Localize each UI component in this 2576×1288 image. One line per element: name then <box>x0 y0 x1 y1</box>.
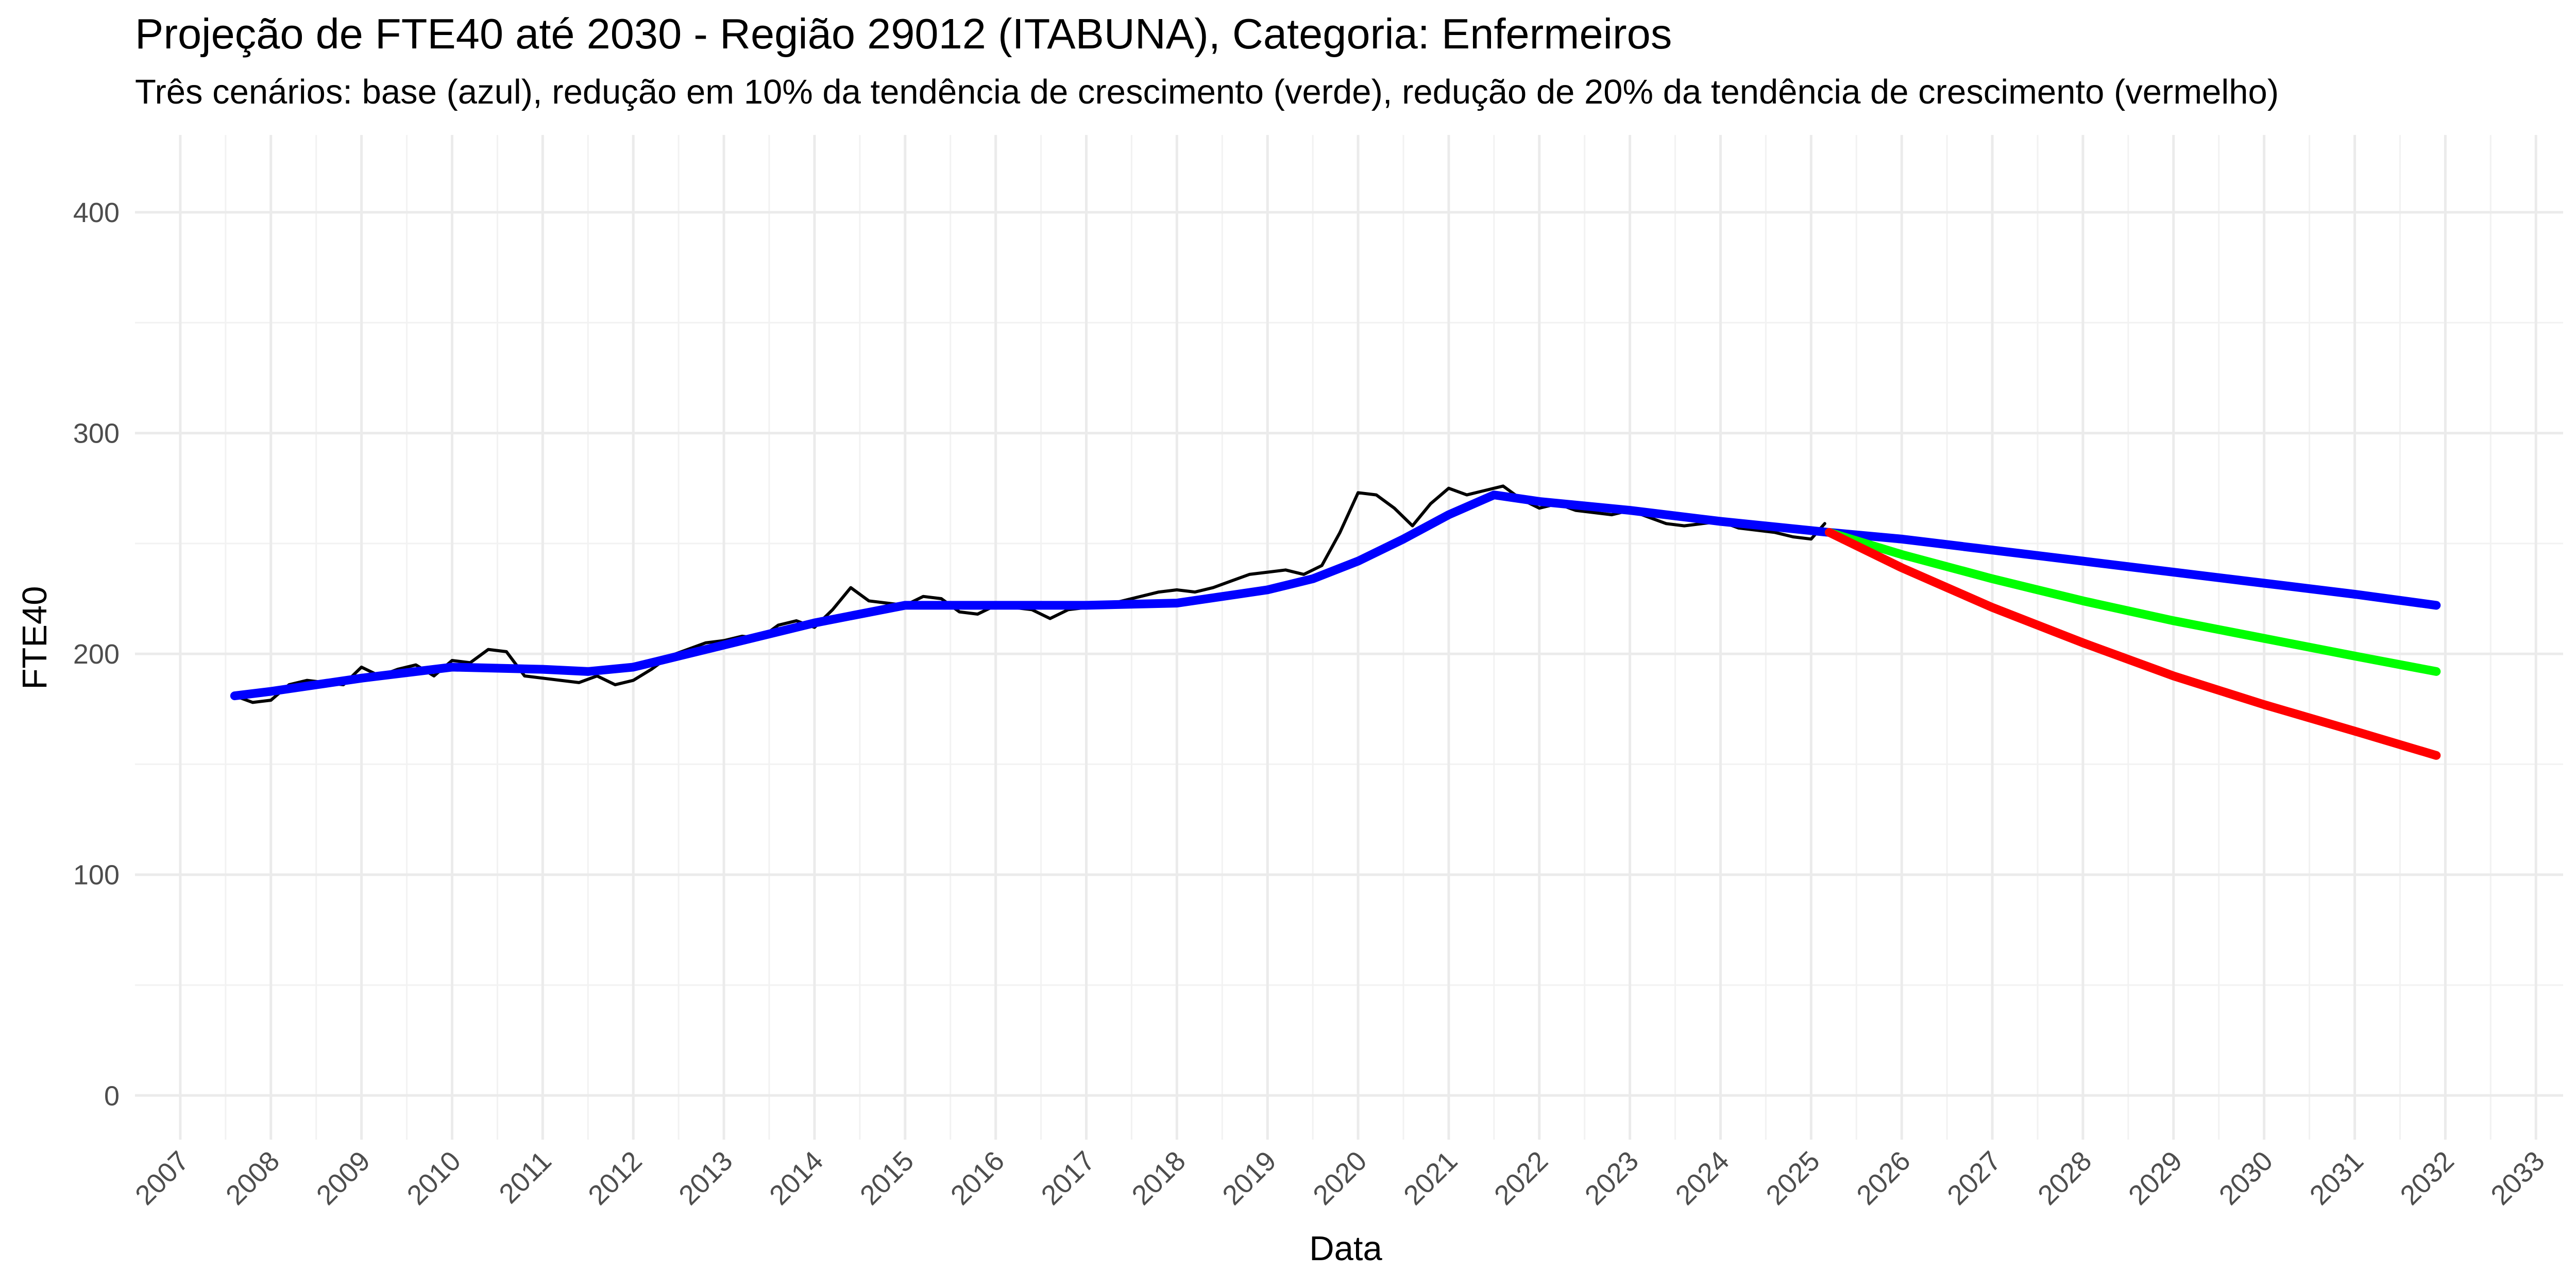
x-tick-label: 2022 <box>1488 1145 1554 1211</box>
x-tick-label: 2019 <box>1216 1145 1282 1211</box>
x-tick-label: 2011 <box>493 1145 557 1210</box>
x-tick-label: 2015 <box>854 1145 920 1211</box>
x-tick-label: 2013 <box>673 1145 738 1211</box>
y-tick-label: 300 <box>73 418 120 449</box>
y-tick-label: 400 <box>73 197 120 228</box>
x-tick-label: 2021 <box>1398 1145 1463 1211</box>
x-tick-label: 2020 <box>1307 1145 1372 1211</box>
y-tick-label: 0 <box>104 1080 120 1111</box>
grid-minor <box>135 135 2563 1140</box>
x-tick-label: 2010 <box>401 1145 467 1211</box>
x-tick-label: 2017 <box>1036 1145 1101 1211</box>
series-layer <box>230 484 2441 760</box>
y-tick-labels: 0 100 200 300 400 <box>73 197 120 1111</box>
x-tick-label: 2030 <box>2213 1145 2279 1211</box>
x-tick-label: 2029 <box>2123 1145 2188 1211</box>
x-tick-label: 2014 <box>764 1145 829 1211</box>
x-tick-label: 2012 <box>582 1145 648 1211</box>
y-tick-label: 100 <box>73 860 120 891</box>
x-tick-label: 2032 <box>2394 1145 2460 1211</box>
x-tick-label: 2008 <box>220 1145 285 1211</box>
x-tick-label: 2009 <box>311 1145 376 1211</box>
x-tick-label: 2024 <box>1670 1145 1735 1211</box>
x-tick-label: 2027 <box>1941 1145 2007 1211</box>
x-tick-label: 2028 <box>2032 1145 2097 1211</box>
y-axis-title: FTE40 <box>15 586 54 689</box>
x-tick-label: 2016 <box>945 1145 1010 1211</box>
series-line-1 <box>230 490 2441 701</box>
x-tick-label: 2033 <box>2485 1145 2550 1211</box>
x-tick-label: 2023 <box>1579 1145 1645 1211</box>
x-tick-label: 2018 <box>1126 1145 1191 1211</box>
x-tick-label: 2031 <box>2304 1145 2369 1211</box>
x-tick-label: 2026 <box>1851 1145 1916 1211</box>
y-tick-label: 200 <box>73 639 120 670</box>
x-tick-label: 2025 <box>1760 1145 1825 1211</box>
x-axis-title: Data <box>1309 1229 1382 1268</box>
series-line-2 <box>1825 528 2441 676</box>
x-tick-label: 2007 <box>129 1145 195 1211</box>
chart-subtitle: Três cenários: base (azul), redução em 1… <box>135 73 2279 111</box>
chart-title: Projeção de FTE40 até 2030 - Região 2901… <box>135 10 1672 58</box>
series-line-3 <box>1825 528 2441 760</box>
grid-major <box>135 135 2563 1140</box>
x-tick-labels: 2007 2008 2009 2010 2011 2012 2013 2014 2015 2016… <box>129 1145 2551 1211</box>
